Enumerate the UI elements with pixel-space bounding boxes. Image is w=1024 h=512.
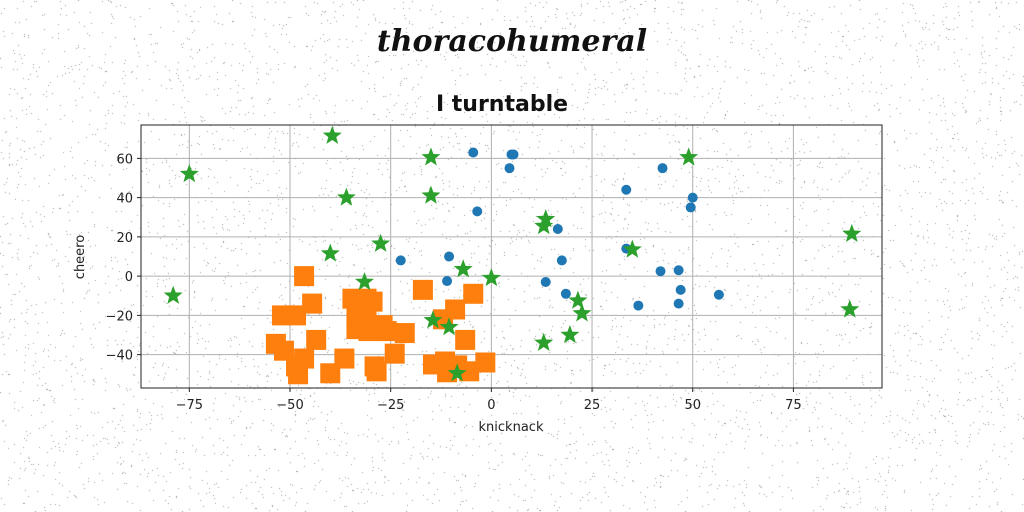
data-point-circle <box>442 276 453 287</box>
data-point-star <box>179 164 199 183</box>
data-point-circle <box>540 277 551 288</box>
data-point-star <box>534 216 554 235</box>
data-point-star <box>421 185 441 204</box>
data-point-circle <box>552 224 563 235</box>
data-point-star <box>320 243 340 262</box>
chart-title: I turntable <box>436 92 568 117</box>
data-point-circle <box>504 163 515 174</box>
y-tick-label: 60 <box>116 152 133 167</box>
data-point-star <box>336 187 356 206</box>
data-point-star <box>568 290 588 309</box>
data-point-circle <box>560 288 571 299</box>
data-point-star <box>355 272 375 291</box>
y-tick-label: 20 <box>116 231 133 246</box>
data-point-star <box>423 310 443 329</box>
data-point-circle <box>472 206 483 217</box>
x-tick-label: −75 <box>176 398 203 413</box>
data-point-circle <box>633 300 644 311</box>
x-tick-label: −50 <box>276 398 303 413</box>
data-point-star <box>534 332 554 351</box>
data-point-star <box>679 147 699 166</box>
data-point-square <box>306 329 327 350</box>
x-tick-label: −25 <box>377 398 404 413</box>
data-point-circle <box>395 255 406 266</box>
data-point-circle <box>673 298 684 309</box>
data-point-star <box>481 268 501 287</box>
data-point-circle <box>444 251 455 262</box>
grid <box>141 125 882 388</box>
data-point-circle <box>621 184 632 195</box>
data-point-square <box>376 321 397 342</box>
data-point-star <box>560 325 580 344</box>
data-point-square <box>455 329 476 350</box>
data-point-star <box>421 147 441 166</box>
x-axis-label: knicknack <box>479 420 544 435</box>
axis-ticks: −75 −50 −25 0 25 50 75 −40 −20 0 20 40 60 <box>106 152 802 413</box>
y-tick-label: −40 <box>106 349 133 364</box>
data-point-circle <box>655 266 666 277</box>
data-point-square <box>288 364 309 385</box>
data-point-circle <box>556 255 567 266</box>
data-point-square <box>294 266 315 287</box>
data-point-star <box>572 303 592 322</box>
data-point-circle <box>468 147 479 158</box>
data-point-circle <box>685 202 696 213</box>
data-point-star <box>622 239 642 258</box>
data-point-star <box>536 209 556 228</box>
data-point-star <box>439 317 459 336</box>
data-points <box>163 125 862 385</box>
data-point-star <box>163 285 183 304</box>
y-tick-label: 0 <box>125 270 133 285</box>
data-point-circle <box>675 284 686 295</box>
data-point-square <box>362 291 383 312</box>
data-point-star <box>322 125 342 144</box>
y-axis-label: cheero <box>73 235 88 279</box>
data-point-square <box>394 323 415 344</box>
data-point-star <box>447 363 467 382</box>
data-point-square <box>286 305 307 326</box>
page-title: thoracohumeral <box>376 24 648 59</box>
plot-frame <box>140 124 883 389</box>
data-point-square <box>366 361 387 382</box>
data-point-square <box>437 362 458 383</box>
y-tick-label: 40 <box>116 192 133 207</box>
data-point-circle <box>657 163 668 174</box>
data-point-square <box>412 279 433 300</box>
y-tick-label: −20 <box>106 309 133 324</box>
data-point-circle <box>687 192 698 203</box>
data-point-star <box>840 299 860 318</box>
data-point-square <box>273 340 294 361</box>
data-point-square <box>384 343 405 364</box>
x-tick-label: 75 <box>785 398 802 413</box>
data-point-square <box>459 361 480 382</box>
x-tick-label: 0 <box>487 398 495 413</box>
data-point-square <box>475 352 496 373</box>
data-point-square <box>302 293 323 314</box>
x-tick-label: 25 <box>584 398 601 413</box>
data-point-star <box>842 223 862 243</box>
x-tick-label: 50 <box>684 398 701 413</box>
data-point-circle <box>673 265 684 276</box>
data-point-star <box>453 259 473 278</box>
data-point-square <box>334 348 355 369</box>
data-point-circle <box>506 149 517 160</box>
data-point-circle <box>713 289 724 300</box>
data-point-star <box>371 233 391 252</box>
data-point-square <box>463 283 484 304</box>
